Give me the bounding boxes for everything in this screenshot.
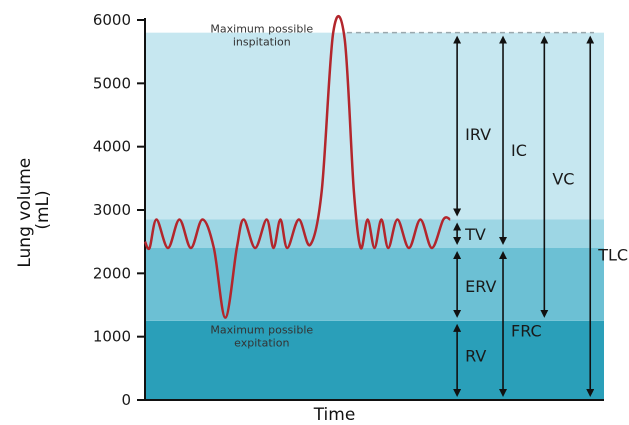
volume-trace-line — [143, 15, 451, 319]
band-3 — [145, 32, 604, 220]
measure-arrows: IRV TV ERV RV IC FRC VC TLC — [453, 35, 628, 397]
y-tick-label-1: 1000 — [93, 328, 131, 346]
series-layer — [143, 15, 451, 319]
measure-label-erv: ERV — [465, 277, 496, 296]
x-axis-title: Time — [313, 405, 356, 425]
y-ticks: 0 1000 2000 3000 4000 5000 6000 — [93, 11, 145, 409]
volume-bands — [145, 32, 604, 400]
measure-label-ic: IC — [511, 141, 527, 160]
y-tick-label-4: 4000 — [93, 138, 131, 156]
annotation-0: Maximum possible inspitation — [210, 23, 313, 49]
y-axis-title: Lung volume (mL) — [15, 152, 53, 267]
y-tick-label-2: 2000 — [93, 264, 131, 282]
y-tick-label-0: 0 — [121, 391, 131, 409]
measure-label-tv: TV — [464, 225, 486, 244]
band-2 — [145, 219, 604, 248]
band-0 — [145, 320, 604, 400]
annotation-0-line-1: inspitation — [233, 36, 291, 49]
measure-label-rv: RV — [465, 347, 486, 366]
y-axis-title-line-1: Lung volume — [15, 158, 35, 268]
y-tick-label-6: 6000 — [93, 11, 131, 29]
measure-label-frc: FRC — [511, 321, 542, 340]
annotation-0-line-0: Maximum possible — [210, 23, 313, 36]
annotation-1-line-1: expitation — [234, 337, 289, 350]
measure-label-vc: VC — [552, 169, 574, 188]
measure-label-tlc: TLC — [597, 245, 628, 264]
band-1 — [145, 248, 604, 321]
annotation-1-line-0: Maximum possible — [210, 324, 313, 337]
annotation-1: Maximum possible expitation — [210, 324, 313, 350]
y-tick-label-5: 5000 — [93, 74, 131, 92]
y-axis-title-line-2: (mL) — [33, 190, 53, 229]
measure-label-irv: IRV — [465, 125, 491, 144]
y-tick-label-3: 3000 — [93, 201, 131, 219]
